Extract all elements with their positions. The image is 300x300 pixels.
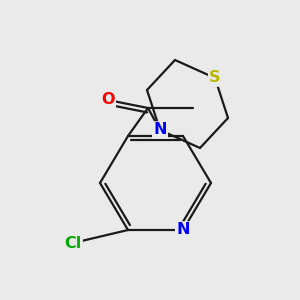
Text: N: N [176, 223, 190, 238]
Text: Cl: Cl [64, 236, 82, 250]
Text: O: O [101, 92, 115, 107]
Text: S: S [209, 70, 221, 86]
Text: N: N [153, 122, 167, 137]
